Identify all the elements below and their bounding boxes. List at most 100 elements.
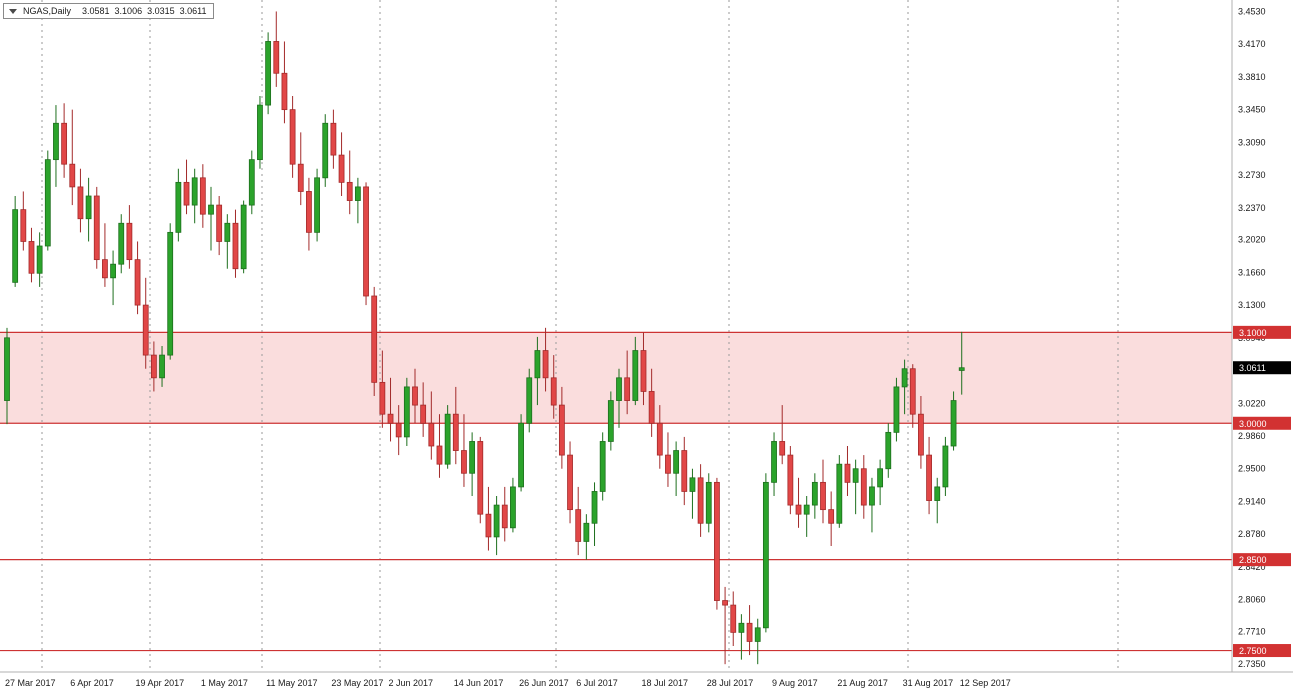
candle-down xyxy=(232,209,239,278)
candle-down xyxy=(289,96,296,178)
candle-down xyxy=(363,182,369,306)
candle-down xyxy=(795,477,802,528)
candle-up xyxy=(762,473,769,633)
x-axis-label: 18 Jul 2017 xyxy=(641,678,688,688)
y-tick-label: 2.8060 xyxy=(1238,595,1266,605)
candle-down xyxy=(918,396,924,469)
candle-up xyxy=(444,405,451,469)
y-tick-label: 3.4530 xyxy=(1238,6,1266,16)
candle-up xyxy=(248,150,255,215)
candle-down xyxy=(722,586,728,665)
candle-up xyxy=(314,168,320,242)
x-axis-label: 14 Jun 2017 xyxy=(454,678,504,688)
candle-down xyxy=(558,386,565,469)
candle-down xyxy=(216,196,223,256)
x-axis-label: 21 Aug 2017 xyxy=(837,678,888,688)
candle-down xyxy=(379,350,386,428)
candle-down xyxy=(714,477,720,610)
x-axis-label: 28 Jul 2017 xyxy=(707,678,754,688)
candle-up xyxy=(85,177,92,242)
candle-down xyxy=(567,441,573,524)
svg-text:2.8500: 2.8500 xyxy=(1239,555,1267,565)
candle-up xyxy=(901,359,908,415)
candle-down xyxy=(102,223,108,287)
x-axis-label: 23 May 2017 xyxy=(331,678,383,688)
candle-down xyxy=(150,341,157,392)
candle-down xyxy=(77,168,84,233)
candle-up xyxy=(175,168,182,242)
candle-up xyxy=(12,196,19,287)
candle-up xyxy=(518,414,524,492)
candle-up xyxy=(534,336,541,406)
candle-down xyxy=(142,277,149,369)
candle-up xyxy=(950,391,957,451)
current-price-badge[interactable]: 3.0611 xyxy=(1233,361,1291,375)
y-tick-label: 3.0220 xyxy=(1238,398,1266,408)
svg-text:2.7500: 2.7500 xyxy=(1239,646,1267,656)
candle-up xyxy=(689,468,696,519)
candle-down xyxy=(746,605,753,656)
x-axis-label: 11 May 2017 xyxy=(266,678,317,688)
y-tick-label: 2.9860 xyxy=(1238,431,1266,441)
candle-down xyxy=(844,446,851,496)
candle-down xyxy=(330,109,337,169)
candle-up xyxy=(811,473,818,519)
candle-up xyxy=(354,177,361,224)
candle-down xyxy=(542,327,549,392)
candle-up xyxy=(403,377,410,446)
candle-down xyxy=(183,159,190,215)
candle-down xyxy=(93,186,100,269)
candle-up xyxy=(257,96,263,169)
candle-up xyxy=(159,346,165,387)
x-axis-label: 26 Jun 2017 xyxy=(519,678,569,688)
candle-down xyxy=(371,286,378,396)
candle-down xyxy=(575,486,582,556)
open-value: 3.0581 xyxy=(82,6,110,16)
candle-up xyxy=(836,455,843,528)
candle-down xyxy=(501,486,508,542)
candle-down xyxy=(909,364,916,428)
ohlc-values: 3.0581 3.1006 3.0315 3.0611 xyxy=(77,5,206,17)
candle-up xyxy=(599,432,606,501)
candle-down xyxy=(681,436,688,506)
collapse-panel-icon[interactable] xyxy=(9,8,17,14)
candle-up xyxy=(885,423,892,478)
level-price-badge[interactable]: 2.8500 xyxy=(1233,553,1291,567)
x-axis-label: 31 Aug 2017 xyxy=(903,678,954,688)
candle-up xyxy=(510,477,516,533)
candle-up xyxy=(877,459,884,506)
candle-up xyxy=(493,496,500,556)
y-tick-label: 2.7350 xyxy=(1238,659,1266,669)
candle-down xyxy=(281,41,288,124)
candle-down xyxy=(134,241,141,315)
candle-down xyxy=(640,332,647,406)
candle-up xyxy=(852,459,859,515)
candle-down xyxy=(624,350,631,415)
candle-up xyxy=(771,432,777,496)
candle-up xyxy=(754,618,761,665)
candle-down xyxy=(452,386,459,465)
x-axis-label: 19 Apr 2017 xyxy=(136,678,185,688)
candle-down xyxy=(779,405,786,465)
y-tick-label: 3.2370 xyxy=(1238,203,1266,213)
level-price-badge[interactable]: 2.7500 xyxy=(1233,644,1291,658)
symbol-timeframe-label: NGAS,Daily xyxy=(23,6,72,16)
candle-up xyxy=(118,214,125,274)
candle-down xyxy=(61,103,68,178)
candle-down xyxy=(28,227,35,283)
y-tick-label: 2.8780 xyxy=(1238,529,1266,539)
y-tick-label: 3.1660 xyxy=(1238,267,1266,277)
candle-down xyxy=(860,455,867,519)
candle-down xyxy=(926,436,932,515)
svg-text:3.0000: 3.0000 xyxy=(1239,419,1267,429)
level-price-badge[interactable]: 3.0000 xyxy=(1233,416,1291,430)
symbol-ohlc-info: NGAS,Daily 3.0581 3.1006 3.0315 3.0611 xyxy=(3,3,215,19)
candle-up xyxy=(705,473,712,533)
candle-up xyxy=(616,368,622,428)
candle-up xyxy=(36,232,43,287)
level-price-badge[interactable]: 3.1000 xyxy=(1233,325,1291,339)
candle-down xyxy=(126,205,133,269)
candle-up xyxy=(4,327,10,425)
x-axis-label: 1 May 2017 xyxy=(201,678,248,688)
